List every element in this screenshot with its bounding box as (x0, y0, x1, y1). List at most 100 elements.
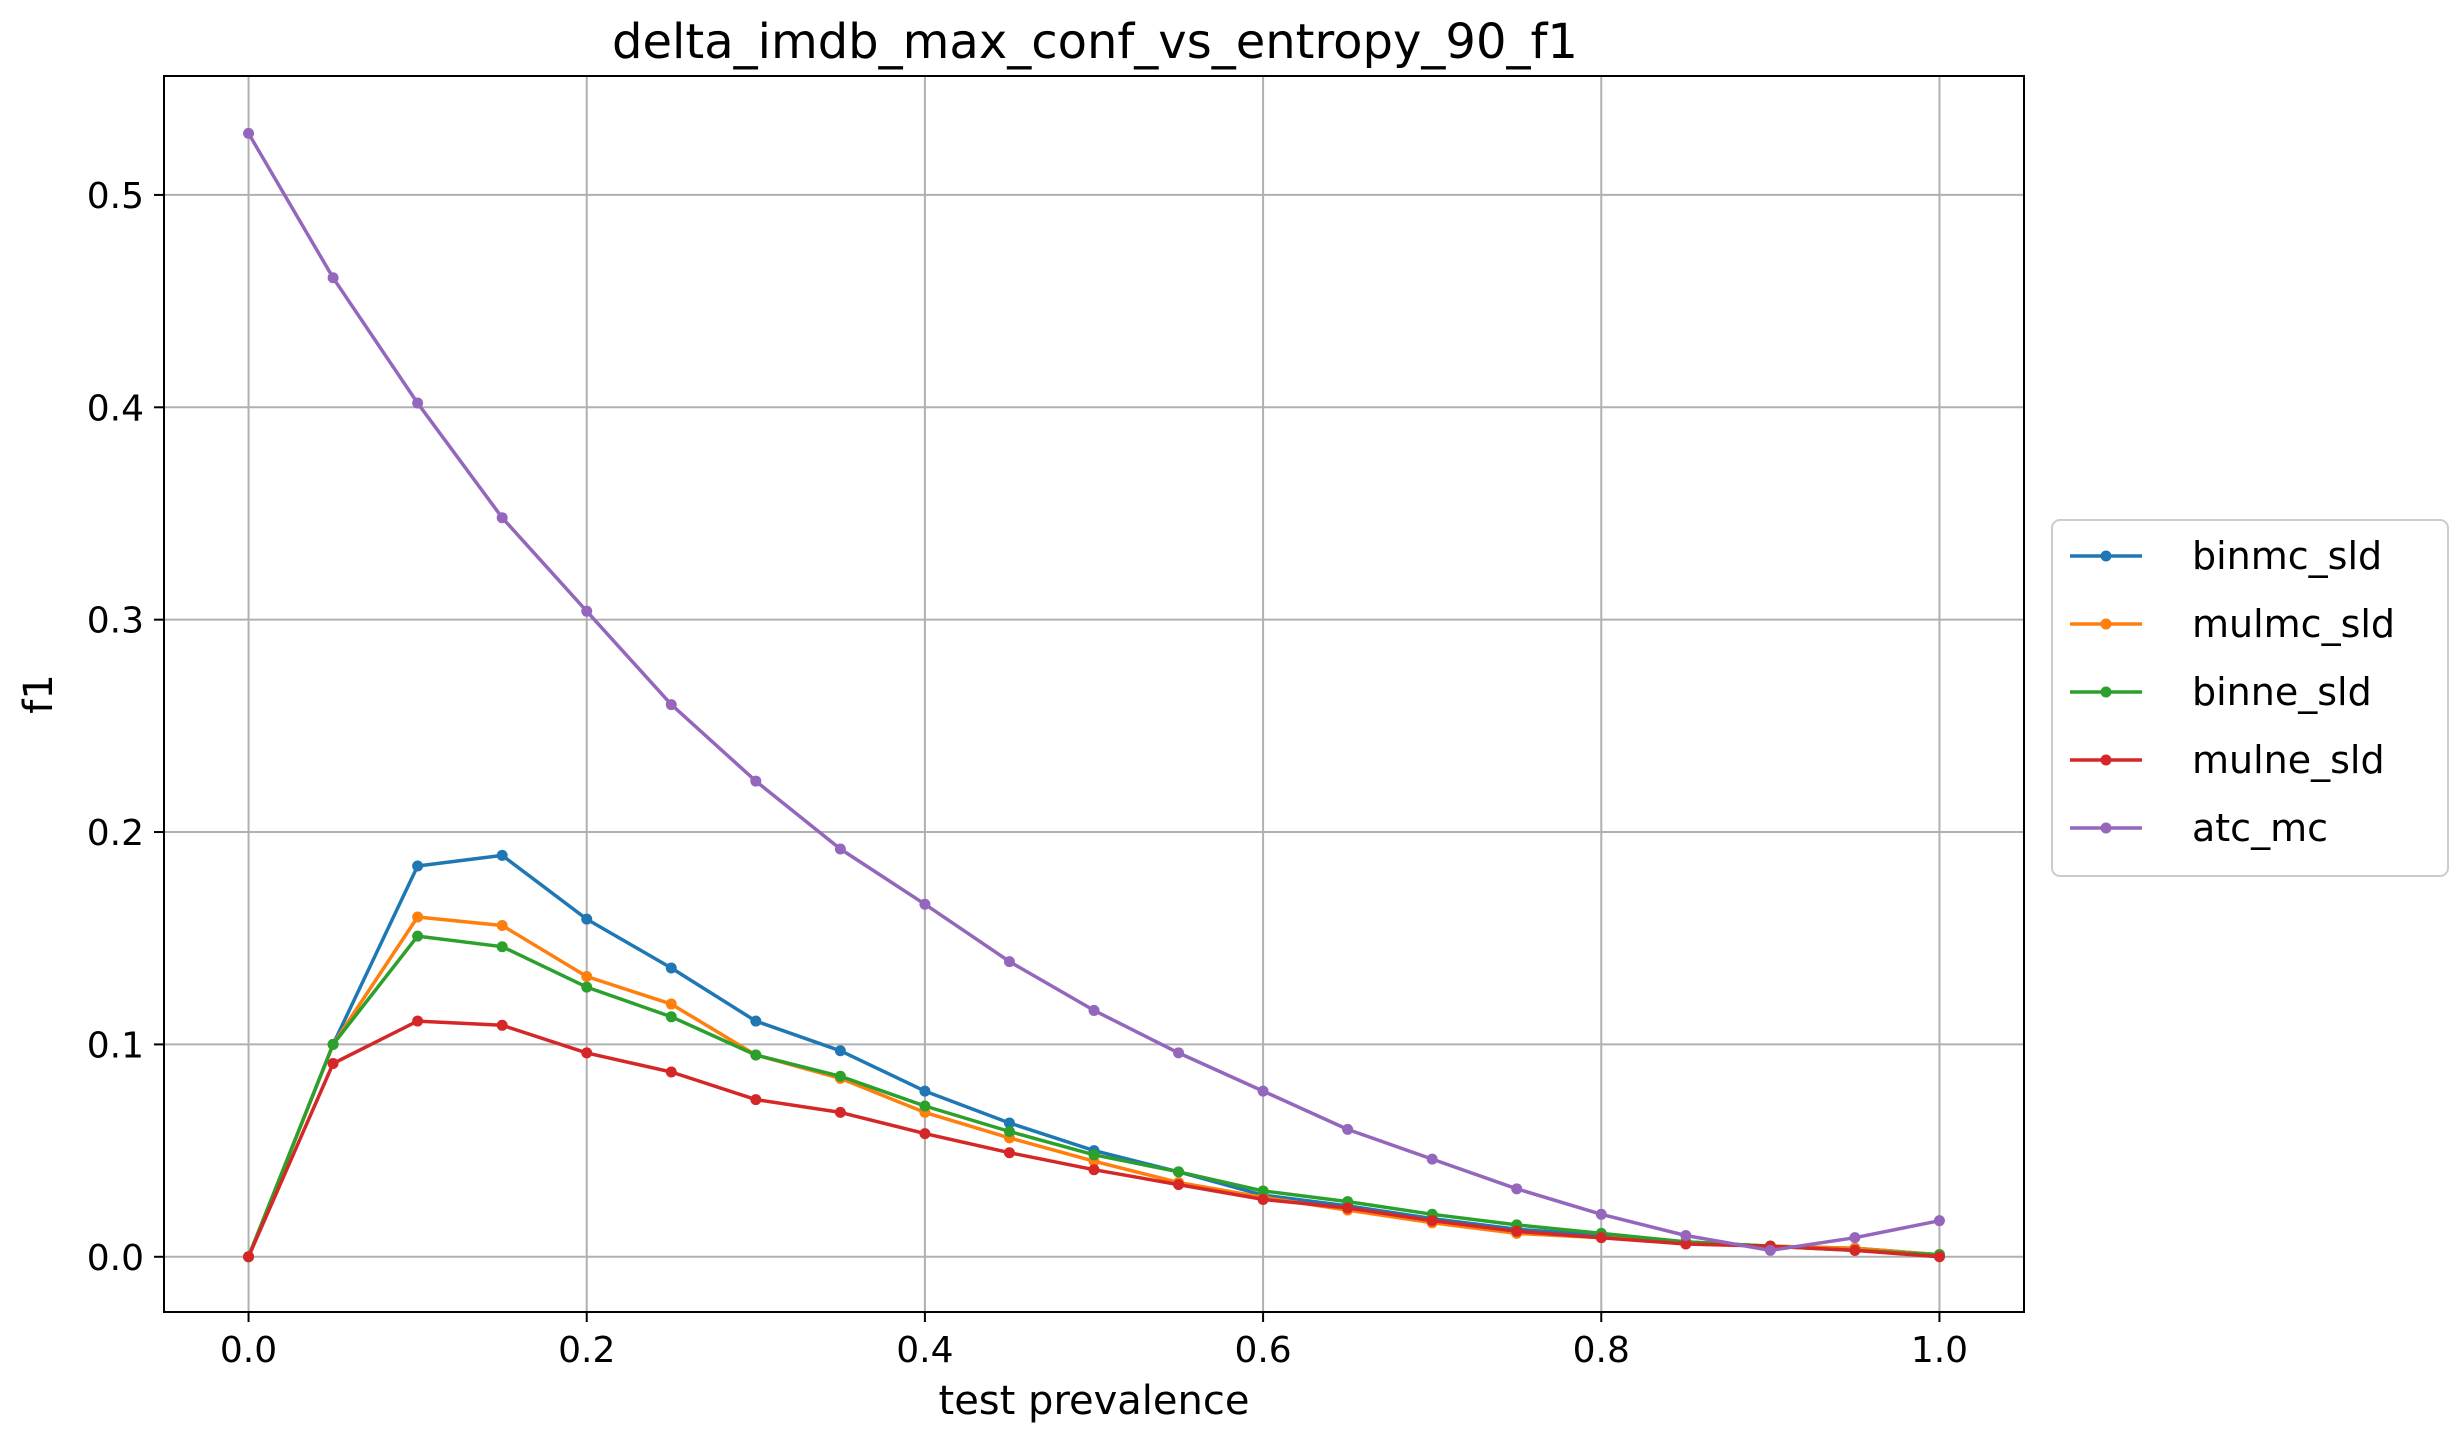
data-point (496, 1019, 508, 1031)
data-point (665, 699, 677, 711)
data-point (1764, 1244, 1776, 1256)
data-point (496, 512, 508, 524)
y-tick-label: 0.4 (87, 388, 144, 429)
data-point (581, 1047, 593, 1059)
data-point (1680, 1230, 1692, 1242)
data-point (1933, 1215, 1945, 1227)
data-point (1173, 1166, 1185, 1178)
x-axis-label: test prevalence (939, 1378, 1250, 1424)
data-point (919, 1128, 931, 1140)
y-axis-label: f1 (16, 674, 62, 714)
legend-label: binne_sld (2192, 670, 2372, 714)
data-point (327, 1058, 339, 1070)
data-point (1003, 1117, 1015, 1129)
x-axis: 0.0 0.2 0.4 0.6 0.8 1.0 (220, 1312, 1968, 1371)
data-point (919, 898, 931, 910)
chart-title: delta_imdb_max_conf_vs_entropy_90_f1 (612, 14, 1578, 70)
data-point (1595, 1208, 1607, 1220)
y-tick-label: 0.0 (87, 1238, 144, 1279)
legend-item: atc_mc (2070, 806, 2328, 850)
data-point (1511, 1183, 1523, 1195)
series-atc_mc (243, 127, 1945, 1256)
legend-label: atc_mc (2192, 806, 2328, 850)
data-point (412, 1015, 424, 1027)
data-point (1933, 1251, 1945, 1263)
data-point (327, 1038, 339, 1050)
y-tick-label: 0.2 (87, 813, 144, 854)
data-point (1342, 1123, 1354, 1135)
data-point (834, 1070, 846, 1082)
legend-marker (2100, 754, 2112, 766)
data-point (1003, 1147, 1015, 1159)
x-tick-label: 0.6 (1234, 1330, 1291, 1371)
data-point (1003, 956, 1015, 968)
data-point (834, 843, 846, 855)
data-point (1257, 1085, 1269, 1097)
data-point (834, 1045, 846, 1057)
data-point (1173, 1047, 1185, 1059)
legend-item: mulne_sld (2070, 738, 2385, 782)
data-point (750, 1049, 762, 1061)
data-point (581, 981, 593, 993)
series-group (243, 127, 1945, 1263)
data-point (1426, 1153, 1438, 1165)
y-axis: 0.0 0.1 0.2 0.3 0.4 0.5 (87, 176, 164, 1279)
data-point (1088, 1004, 1100, 1016)
data-point (1511, 1225, 1523, 1237)
data-point (1595, 1232, 1607, 1244)
data-point (665, 1066, 677, 1078)
legend-marker (2100, 550, 2112, 562)
y-tick-label: 0.5 (87, 176, 144, 217)
y-tick-label: 0.3 (87, 601, 144, 642)
data-point (412, 911, 424, 923)
data-point (665, 962, 677, 974)
y-tick-label: 0.1 (87, 1025, 144, 1066)
legend-label: mulmc_sld (2192, 602, 2395, 646)
data-point (919, 1100, 931, 1112)
data-point (1173, 1179, 1185, 1191)
data-point (750, 1015, 762, 1027)
data-point (243, 127, 255, 139)
legend-item: mulmc_sld (2070, 602, 2395, 646)
grid (164, 76, 2024, 1312)
data-point (1257, 1185, 1269, 1197)
data-point (1342, 1202, 1354, 1214)
data-point (412, 397, 424, 409)
data-point (1088, 1149, 1100, 1161)
x-tick-label: 0.0 (220, 1330, 277, 1371)
x-tick-label: 1.0 (1911, 1330, 1968, 1371)
data-point (750, 1094, 762, 1106)
data-point (834, 1106, 846, 1118)
data-point (496, 849, 508, 861)
data-point (1003, 1125, 1015, 1137)
legend-marker (2100, 618, 2112, 630)
data-point (1426, 1215, 1438, 1227)
data-point (581, 970, 593, 982)
legend-label: binmc_sld (2192, 534, 2382, 578)
legend-item: binmc_sld (2070, 534, 2382, 578)
data-point (665, 1011, 677, 1023)
data-point (581, 605, 593, 617)
x-tick-label: 0.2 (558, 1330, 615, 1371)
data-point (919, 1085, 931, 1097)
legend: binmc_sld mulmc_sld binne_sld mulne_sld atc_… (2051, 519, 2449, 877)
data-point (1088, 1164, 1100, 1176)
x-tick-label: 0.8 (1573, 1330, 1630, 1371)
data-point (412, 930, 424, 942)
data-point (1849, 1232, 1861, 1244)
data-point (327, 272, 339, 284)
data-point (1680, 1238, 1692, 1250)
series-mulne_sld (243, 1015, 1945, 1263)
x-tick-label: 0.4 (896, 1330, 953, 1371)
data-point (665, 998, 677, 1010)
data-point (750, 775, 762, 787)
legend-marker (2100, 822, 2112, 834)
data-point (1849, 1244, 1861, 1256)
legend-item: binne_sld (2070, 670, 2372, 714)
plot-frame (163, 75, 2025, 1313)
data-point (581, 913, 593, 925)
data-point (412, 860, 424, 872)
data-point (243, 1251, 255, 1263)
legend-box (2051, 519, 2449, 877)
